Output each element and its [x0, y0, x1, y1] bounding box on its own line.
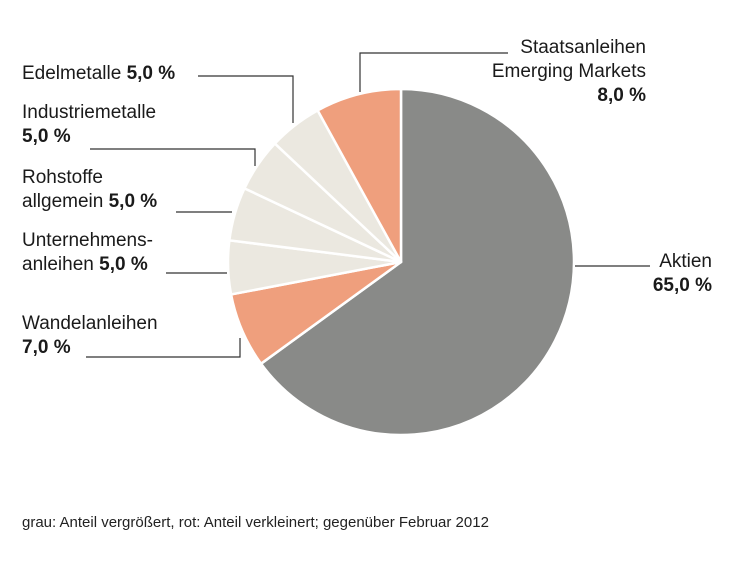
- label-aktien-name: Aktien: [659, 251, 712, 272]
- label-staats-line1: Staatsanleihen: [520, 37, 646, 58]
- label-aktien-value: 65,0 %: [652, 275, 712, 296]
- footnote: grau: Anteil vergrößert, rot: Anteil ver…: [22, 514, 489, 531]
- leader-line-edelmetalle: [198, 75, 294, 123]
- label-rohstoffe-line2: allgemein: [22, 191, 104, 212]
- leader-lines: [86, 52, 650, 358]
- label-edelmetalle-name: Edelmetalle: [22, 63, 122, 84]
- leader-line-wandel: [86, 338, 241, 358]
- leader-line-staats: [359, 52, 508, 92]
- pie-slice-aktien: [259, 87, 576, 437]
- label-edelmetalle-value: 5,0 %: [126, 63, 176, 84]
- label-rohstoffe: Rohstoffe allgemein 5,0 %: [22, 166, 157, 214]
- label-unternehmens: Unternehmens- anleihen 5,0 %: [22, 229, 153, 277]
- label-aktien: Aktien 65,0 %: [600, 250, 712, 298]
- label-wandel-value: 7,0 %: [22, 337, 71, 358]
- label-rohstoffe-line1: Rohstoffe: [22, 167, 103, 188]
- label-staats-line2: Emerging Markets: [491, 61, 646, 82]
- label-unternehmens-line2: anleihen: [22, 254, 94, 275]
- label-staats: Staatsanleihen Emerging Markets 8,0 %: [440, 36, 646, 108]
- label-wandel-name: Wandelanleihen: [22, 313, 158, 334]
- label-industriemetalle-value: 5,0 %: [22, 126, 71, 147]
- pie-slices: [226, 87, 576, 437]
- pie-slice-staatsanleihen-emerging-markets: [316, 87, 403, 264]
- label-industriemetalle: Industriemetalle 5,0 %: [22, 101, 156, 149]
- label-staats-value: 8,0 %: [597, 85, 646, 106]
- label-unternehmens-line1: Unternehmens-: [22, 230, 153, 251]
- label-wandel: Wandelanleihen 7,0 %: [22, 312, 158, 360]
- label-industriemetalle-name: Industriemetalle: [22, 102, 157, 123]
- label-unternehmens-value: 5,0 %: [99, 254, 148, 275]
- label-edelmetalle: Edelmetalle 5,0 %: [22, 62, 175, 86]
- leader-line-industriemetalle: [90, 148, 256, 166]
- label-rohstoffe-value: 5,0 %: [108, 191, 158, 212]
